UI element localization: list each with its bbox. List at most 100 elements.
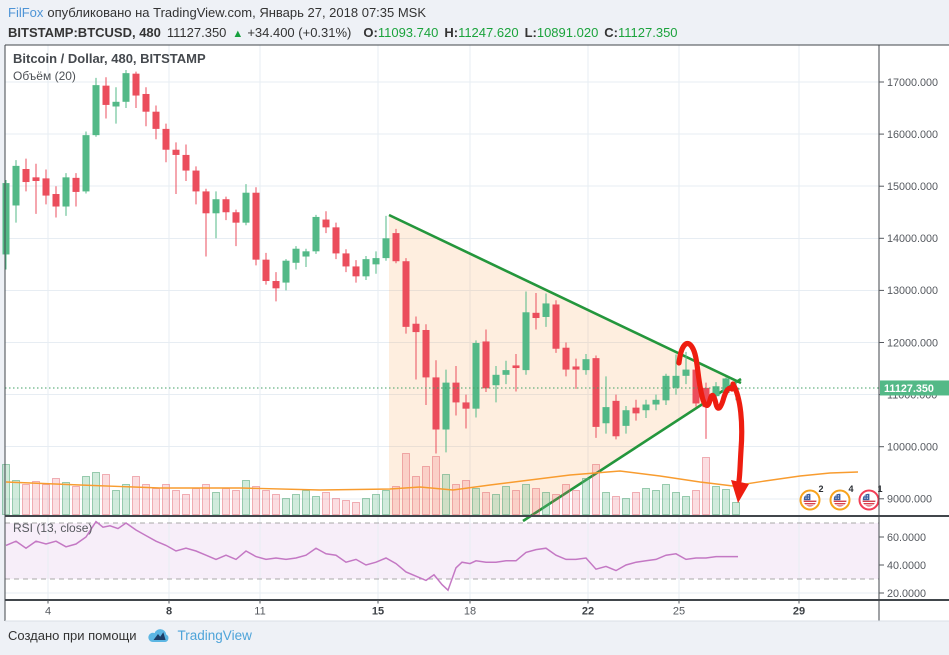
candle-body xyxy=(332,227,340,254)
candle-body xyxy=(182,154,190,171)
candle-body xyxy=(442,382,450,430)
candle-body xyxy=(572,366,580,370)
grid-layer xyxy=(5,45,879,600)
volume-bar xyxy=(342,500,350,515)
candle-body xyxy=(482,341,490,389)
volume-bar xyxy=(722,489,730,515)
volume-bar xyxy=(542,492,550,515)
high-value: 11247.620 xyxy=(458,25,519,40)
event-count-badge: 1 xyxy=(878,484,883,494)
us-flag-icon xyxy=(862,493,876,507)
candle-body xyxy=(382,238,390,259)
volume-indicator-label[interactable]: Объём (20) xyxy=(13,69,76,83)
candle-body xyxy=(342,253,350,267)
volume-bar xyxy=(132,476,140,515)
candle-body xyxy=(312,216,320,252)
chart-legend: Bitcoin / Dollar, 480, BITSTAMP Объём (2… xyxy=(13,50,206,85)
open-value: 11093.740 xyxy=(377,25,439,40)
volume-bar xyxy=(422,466,430,515)
price-axis-label: 9000.000 xyxy=(887,494,932,506)
price-axis[interactable]: 17000.000 16000.000 15000.000 14000.000 1300… xyxy=(879,77,938,600)
candle-body xyxy=(652,399,660,405)
candle-body xyxy=(232,212,240,223)
candle-body xyxy=(352,266,360,277)
economic-event-icon[interactable]: 2 xyxy=(799,484,824,511)
volume-bar xyxy=(472,488,480,515)
volume-bar xyxy=(12,480,20,515)
publish-line: FilFox опубликовано на TradingView.com, Я… xyxy=(8,4,678,22)
red-arrow-drawing[interactable] xyxy=(676,341,749,503)
last-price: 11127.350 xyxy=(166,25,227,40)
pane-borders xyxy=(4,44,949,622)
volume-bar xyxy=(402,453,410,515)
tradingview-link[interactable]: TradingView xyxy=(177,627,252,643)
event-count-badge: 2 xyxy=(819,484,824,494)
time-axis-label: 18 xyxy=(464,606,476,618)
price-axis-label: 12000.000 xyxy=(887,337,938,349)
close-value: 11127.350 xyxy=(618,25,678,40)
rsi-band xyxy=(5,523,879,579)
candle-body xyxy=(162,128,170,150)
price-axis-label: 17000.000 xyxy=(887,77,938,89)
high-label: H: xyxy=(444,25,459,40)
candle-body xyxy=(302,251,310,257)
candle-body xyxy=(22,169,30,183)
price-change: +34.400 (+0.31%) xyxy=(247,25,352,40)
candle-body xyxy=(472,343,480,409)
economic-event-icon[interactable]: 4 xyxy=(829,484,854,511)
symbol-title[interactable]: BITSTAMP:BTCUSD, 480 xyxy=(8,25,161,40)
volume-bar xyxy=(682,496,690,515)
candle-body xyxy=(72,177,80,192)
symbol-line: BITSTAMP:BTCUSD, 480 11127.350 ▲ +34.400 (+… xyxy=(8,24,678,43)
candle-body xyxy=(52,194,60,207)
candle-body xyxy=(602,407,610,424)
time-axis-label: 8 xyxy=(166,606,172,618)
candle-body xyxy=(462,402,470,409)
volume-bar xyxy=(442,474,450,515)
volume-bar xyxy=(412,476,420,515)
time-axis-label: 4 xyxy=(45,606,51,618)
volume-bar xyxy=(632,492,640,515)
candle-body xyxy=(32,177,40,181)
time-axis[interactable]: 4 8 11 15 18 22 25 29 xyxy=(45,600,805,618)
volume-bar xyxy=(312,496,320,515)
volume-bar xyxy=(302,490,310,515)
volume-bar xyxy=(652,490,660,515)
candle-body xyxy=(92,85,100,136)
volume-bar xyxy=(512,490,520,515)
volume-bar xyxy=(32,481,40,515)
volume-bar xyxy=(562,484,570,515)
rsi-indicator-label[interactable]: RSI (13, close) xyxy=(13,521,93,535)
header: FilFox опубликовано на TradingView.com, Я… xyxy=(8,4,678,43)
candle-body xyxy=(422,329,430,378)
volume-bar xyxy=(92,472,100,515)
volume-bar xyxy=(22,484,30,515)
volume-bar xyxy=(72,486,80,515)
volume-bar xyxy=(282,498,290,515)
close-label: C: xyxy=(604,25,619,40)
candle-body xyxy=(642,404,650,411)
rsi-axis-label: 40.0000 xyxy=(887,560,926,572)
volume-bar xyxy=(82,476,90,515)
candle-body xyxy=(172,149,180,155)
candle-body xyxy=(582,359,590,371)
price-axis-label: 16000.000 xyxy=(887,129,938,141)
candle-body xyxy=(212,199,220,214)
candle-body xyxy=(632,407,640,414)
volume-bar xyxy=(572,490,580,515)
economic-event-icon[interactable]: 1 xyxy=(858,484,883,511)
price-axis-label: 10000.000 xyxy=(887,442,938,454)
volume-bar xyxy=(612,496,620,515)
volume-bar xyxy=(212,492,220,515)
candle-body xyxy=(522,312,530,371)
volume-bar xyxy=(2,464,10,515)
volume-bar xyxy=(712,486,720,515)
volume-bar xyxy=(362,498,370,515)
tradingview-logo-icon xyxy=(147,629,168,643)
series-title[interactable]: Bitcoin / Dollar, 480, BITSTAMP xyxy=(13,51,206,66)
author-link[interactable]: FilFox xyxy=(8,5,44,20)
volume-layer xyxy=(2,453,859,515)
candle-body xyxy=(62,177,70,207)
candle-body xyxy=(142,93,150,112)
